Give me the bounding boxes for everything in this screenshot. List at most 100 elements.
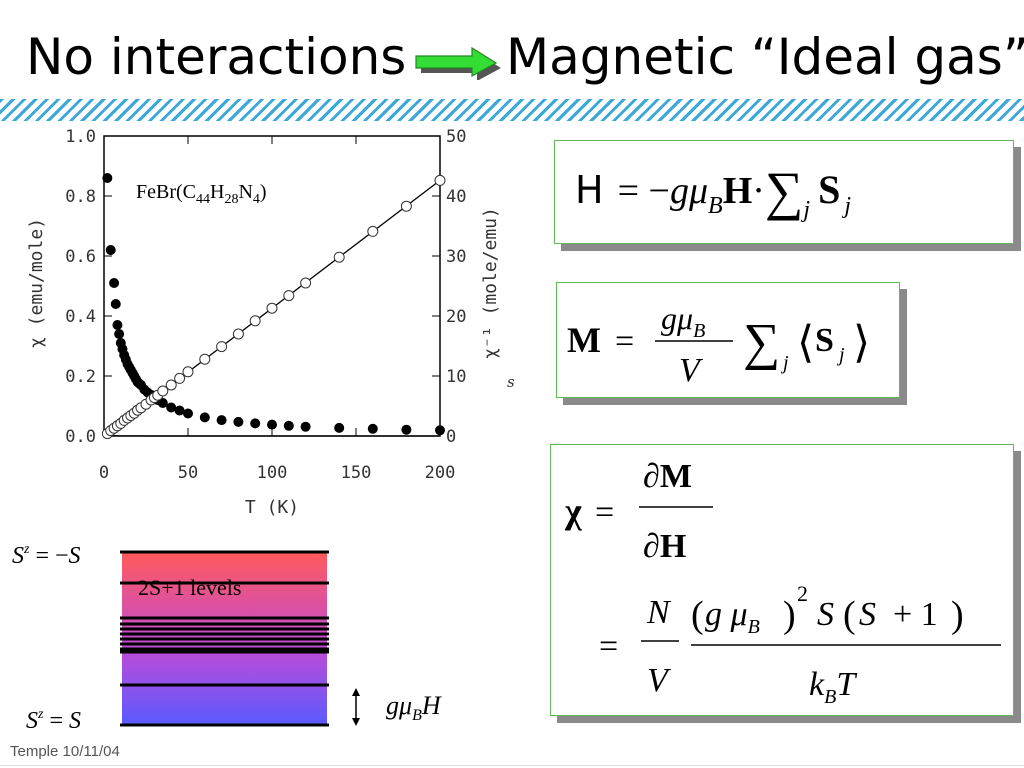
chi-data-point [233, 416, 244, 427]
x-axis-label: T (K) [245, 497, 299, 518]
svg-text:S: S [859, 596, 876, 633]
y-tick-label-left: 0.0 [65, 427, 96, 447]
chi-data-point [250, 418, 261, 429]
data-points [101, 173, 446, 440]
svg-text:gμB: gμB [661, 300, 705, 342]
inverse-chi-data-point [157, 385, 169, 397]
susceptibility-chart: 0 50 100 150 200 0.0 0.2 0.4 0.6 0.8 1.0 0 10 20 30 40 5… [26, 127, 515, 518]
x-tick-label: 0 [99, 463, 109, 483]
x-tick-label: 200 [425, 463, 456, 483]
y-tick-label-right: 40 [446, 187, 466, 207]
chi-data-point [183, 408, 193, 419]
svg-text:S: S [815, 322, 834, 359]
y-tick-label-right: 10 [446, 367, 466, 387]
chi-data-point [334, 422, 345, 433]
svg-text:): ) [783, 594, 796, 636]
svg-text:(: ( [843, 594, 856, 636]
chi-data-point [199, 412, 210, 423]
inverse-chi-data-point [249, 315, 261, 327]
svg-text:j: j [836, 344, 845, 366]
inverse-chi-data-point [333, 251, 345, 263]
double-arrow-icon [352, 688, 360, 726]
y-tick-label-left: 0.2 [65, 367, 96, 387]
inverse-chi-data-point [232, 328, 244, 340]
chi-data-point [267, 419, 277, 430]
x-tick-label: 50 [178, 463, 198, 483]
levels-count-label: 2S+1 levels [138, 575, 241, 600]
svg-text:⟨: ⟨ [797, 318, 814, 367]
y-axis-label-right: χ⁻¹ (mole/emu) [480, 207, 501, 359]
chi-data-point [109, 278, 120, 288]
susceptibility-equation: χ = ∂M ∂H = N V ( g μB ) 2 S ( S + 1 ) k… [564, 458, 1001, 708]
right-arrow-icon [415, 46, 501, 80]
chi-data-point [367, 423, 378, 434]
svg-text:2: 2 [797, 581, 808, 606]
slide-title: No interactions Magnetic “Ideal gas” [0, 28, 1024, 90]
svg-text:⟩: ⟩ [853, 318, 870, 367]
svg-text:): ) [951, 594, 964, 636]
right-axis-s-subscript: s [507, 373, 515, 391]
chi-data-point [105, 245, 116, 255]
y-tick-label-left: 0.8 [65, 187, 96, 207]
svg-text:χ: χ [564, 491, 582, 531]
svg-text:j: j [780, 352, 789, 374]
y-axis-label-left: χ (emu/mole) [26, 218, 47, 348]
magnetization-box: M = gμB V ∑ j ⟨ S j ⟩ [556, 282, 900, 398]
footer-line [0, 765, 1024, 766]
inverse-chi-data-point [266, 302, 278, 314]
tick-labels: 0 50 100 150 200 0.0 0.2 0.4 0.6 0.8 1.0 0 10 20 30 40 5… [65, 127, 466, 483]
inverse-chi-data-point [434, 174, 446, 186]
svg-text:+ 1: + 1 [893, 596, 938, 633]
susceptibility-box: χ = ∂M ∂H = N V ( g μB ) 2 S ( S + 1 ) k… [550, 444, 1014, 716]
svg-text:(: ( [691, 594, 704, 636]
inverse-chi-data-point [300, 277, 312, 289]
svg-text:=: = [615, 323, 634, 360]
x-tick-label: 150 [341, 463, 372, 483]
inverse-chi-data-point [199, 353, 211, 365]
chi-data-point [174, 405, 185, 416]
magnetization-equation: M = gμB V ∑ j ⟨ S j ⟩ [567, 300, 870, 389]
title-left: No interactions [26, 28, 407, 86]
svg-text:=: = [595, 494, 614, 531]
level-lines [120, 550, 329, 727]
chi-data-point [110, 299, 121, 309]
chi-data-point [102, 173, 113, 183]
chi-data-point [283, 420, 294, 431]
y-tick-label-right: 0 [446, 427, 456, 447]
y-tick-label-left: 1.0 [65, 127, 96, 147]
footer-text: Temple 10/11/04 [10, 743, 120, 760]
inverse-chi-data-point [165, 379, 177, 391]
chi-data-point [166, 402, 177, 413]
svg-text:N: N [646, 594, 672, 631]
svg-text:kBT: kBT [809, 666, 857, 708]
chi-data-point [300, 421, 311, 432]
energy-levels-diagram: 2S+1 levels Sz = −S Sz = S gμBH [12, 542, 442, 734]
svg-text:∂M: ∂M [643, 458, 692, 495]
y-tick-label-left: 0.6 [65, 247, 96, 267]
inverse-chi-data-point [283, 290, 295, 302]
chi-data-point [216, 415, 227, 426]
svg-text:H= −gμBH·∑jSj: H = −gμBH·∑j Sj [575, 161, 851, 223]
chi-data-point [112, 320, 123, 330]
chi-data-point [114, 329, 125, 339]
bottom-level-label: Sz = S [26, 707, 81, 734]
y-tick-label-left: 0.4 [65, 307, 96, 327]
y-tick-label-right: 20 [446, 307, 466, 327]
svg-text:V: V [679, 352, 704, 389]
svg-text:S: S [817, 596, 834, 633]
inverse-chi-data-point [216, 341, 228, 353]
inverse-chi-data-point [182, 366, 194, 378]
title-divider [0, 99, 1024, 121]
y-tick-label-right: 50 [446, 127, 466, 147]
chi-data-point [401, 424, 412, 435]
inverse-chi-data-point [367, 225, 379, 237]
y-tick-label-right: 30 [446, 247, 466, 267]
chi-data-point [157, 398, 168, 408]
top-level-label: Sz = −S [12, 542, 81, 569]
svg-text:∂H: ∂H [643, 528, 686, 565]
inverse-chi-data-point [400, 200, 412, 212]
chi-data-point [435, 425, 445, 436]
svg-text:∑: ∑ [743, 314, 780, 371]
